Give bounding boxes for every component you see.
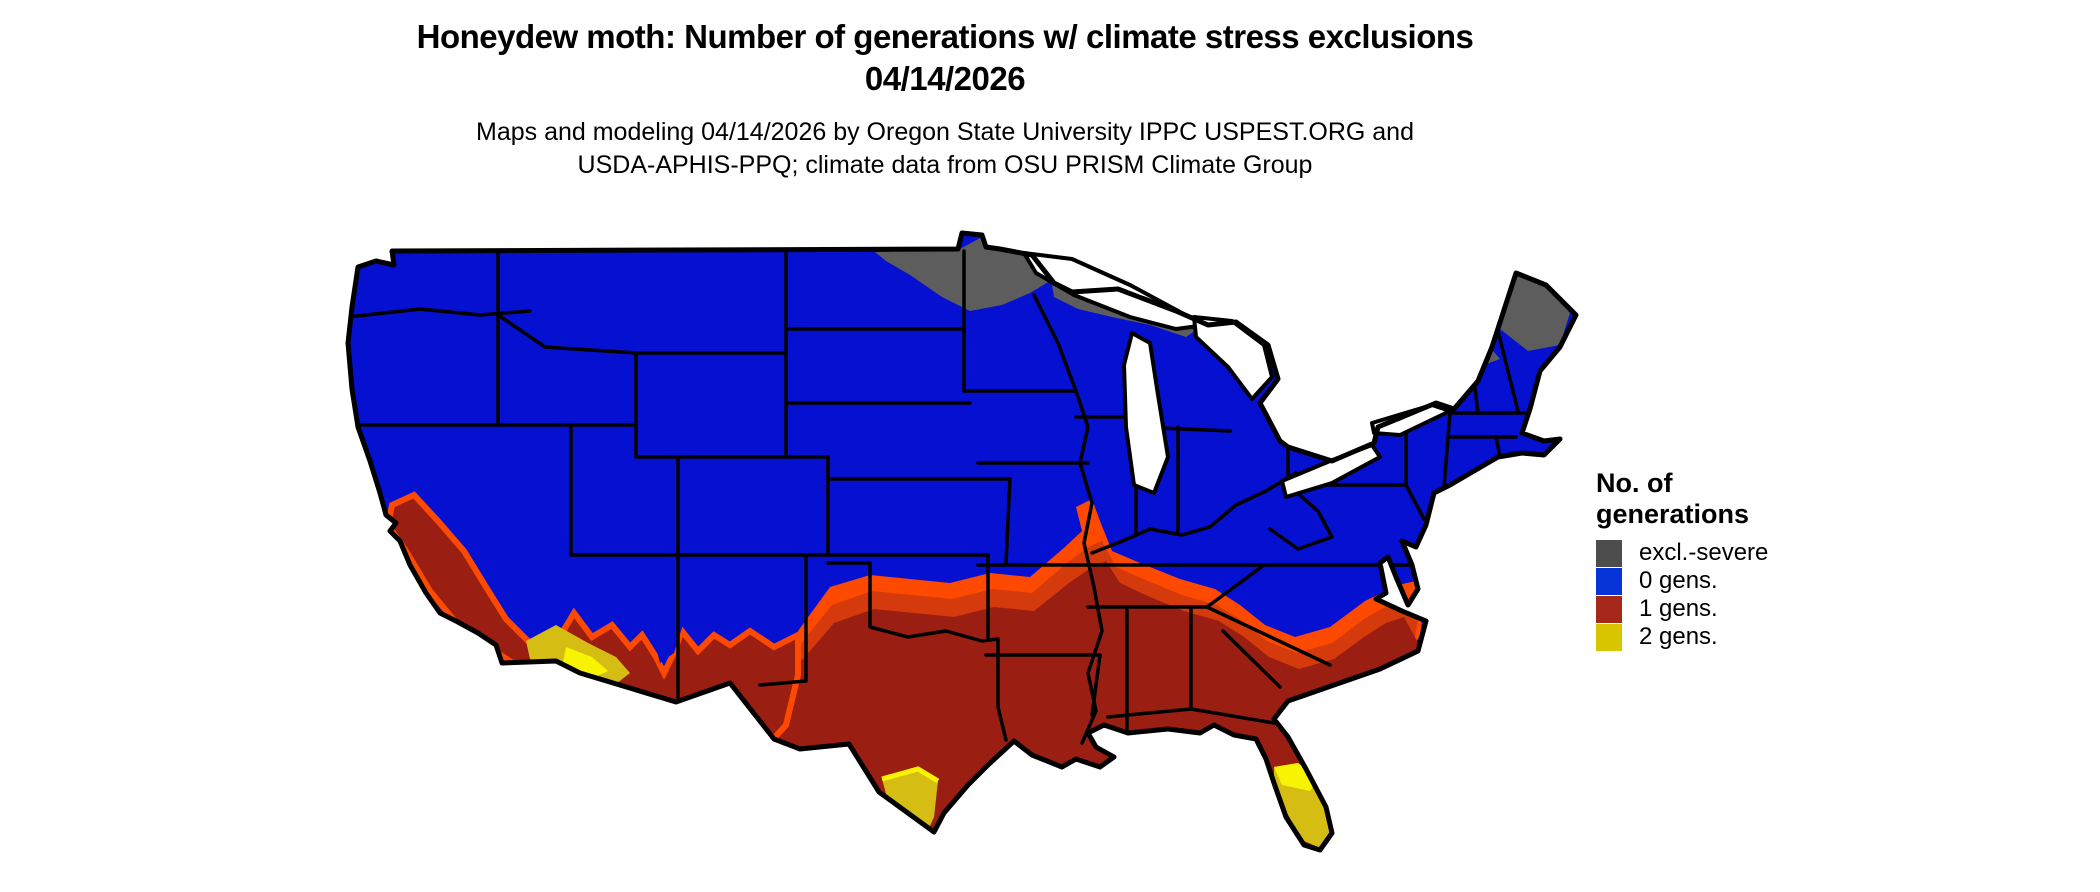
us-generations-map	[330, 195, 1580, 855]
legend-label: 0 gens.	[1639, 567, 1718, 594]
legend-label: 1 gens.	[1639, 595, 1718, 622]
title-line-2: 04/14/2026	[864, 60, 1026, 97]
legend-row: excl.-severe	[1596, 539, 1836, 567]
legend-row: 1 gens.	[1596, 595, 1836, 623]
legend-label: 2 gens.	[1639, 623, 1718, 650]
lake-michigan	[1122, 331, 1170, 495]
subtitle-line-2: USDA-APHIS-PPQ; climate data from OSU PR…	[577, 151, 1313, 179]
title-line-1: Honeydew moth: Number of generations w/ …	[416, 18, 1474, 55]
channel-island-dot	[470, 651, 478, 659]
us-map-svg	[345, 230, 1579, 853]
legend-row: 2 gens.	[1596, 623, 1836, 651]
zone-0-gens-appalachians	[1208, 523, 1282, 619]
channel-island-dot	[454, 643, 462, 651]
legend-label: excl.-severe	[1639, 539, 1769, 566]
us-outline	[345, 230, 1579, 853]
legend-swatch	[1596, 539, 1622, 567]
map-legend: No. of generations excl.-severe 0 gens. …	[1596, 468, 1836, 651]
legend-items: excl.-severe 0 gens. 1 gens. 2 gens.	[1596, 539, 1836, 651]
legend-swatch	[1596, 595, 1622, 623]
legend-swatch	[1596, 623, 1622, 651]
figure-title: Honeydew moth: Number of generations w/ …	[0, 16, 1890, 100]
legend-title-line-1: No. of	[1596, 468, 1673, 498]
figure-subtitle: Maps and modeling 04/14/2026 by Oregon S…	[0, 116, 1890, 182]
subtitle-line-1: Maps and modeling 04/14/2026 by Oregon S…	[476, 118, 1414, 146]
legend-row: 0 gens.	[1596, 567, 1836, 595]
legend-title-line-2: generations	[1596, 499, 1750, 529]
map-paint-layers	[348, 233, 1576, 850]
legend-swatch	[1596, 567, 1622, 595]
